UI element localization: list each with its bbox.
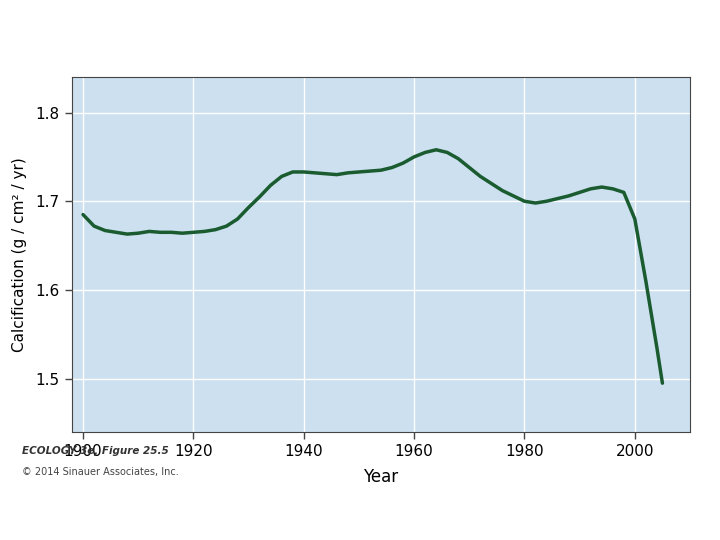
- Text: © 2014 Sinauer Associates, Inc.: © 2014 Sinauer Associates, Inc.: [22, 467, 179, 477]
- X-axis label: Year: Year: [364, 468, 399, 486]
- Y-axis label: Calcification (g / cm² / yr): Calcification (g / cm² / yr): [12, 157, 27, 352]
- Text: Figure 25.5  Rates of Calcification of Corals on Australia's Great Barrier Reef,: Figure 25.5 Rates of Calcification of Co…: [6, 11, 654, 26]
- Text: ECOLOGY 3e, Figure 25.5: ECOLOGY 3e, Figure 25.5: [22, 446, 168, 456]
